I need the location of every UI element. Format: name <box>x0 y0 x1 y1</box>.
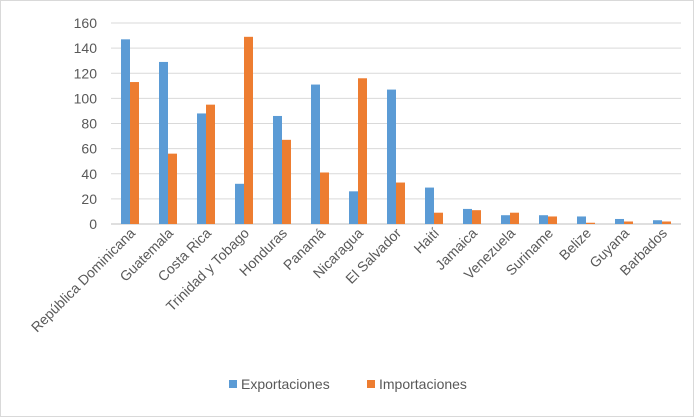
bar-exportaciones-1 <box>159 61 168 224</box>
y-tick-label: 80 <box>81 116 97 132</box>
bars <box>121 36 671 225</box>
bar-importaciones-5 <box>320 172 329 224</box>
bar-importaciones-0 <box>130 82 139 224</box>
bar-importaciones-3 <box>244 36 253 224</box>
bar-importaciones-9 <box>472 210 481 224</box>
bar-importaciones-12 <box>586 222 595 224</box>
legend-swatch-importaciones <box>367 380 375 388</box>
bar-exportaciones-8 <box>425 187 434 224</box>
bar-importaciones-10 <box>510 212 519 224</box>
bar-exportaciones-3 <box>235 183 244 224</box>
bar-exportaciones-4 <box>273 115 282 224</box>
bar-exportaciones-5 <box>311 84 320 225</box>
bar-exportaciones-2 <box>197 113 206 224</box>
bar-importaciones-1 <box>168 153 177 224</box>
bar-exportaciones-12 <box>577 216 586 224</box>
bar-exportaciones-9 <box>463 208 472 224</box>
y-tick-label: 120 <box>74 65 98 81</box>
bar-exportaciones-11 <box>539 215 548 224</box>
bar-importaciones-6 <box>358 78 367 225</box>
y-tick-label: 160 <box>74 15 98 31</box>
y-tick-label: 60 <box>81 141 97 157</box>
bar-exportaciones-10 <box>501 215 510 224</box>
legend: Exportaciones Importaciones <box>229 376 467 392</box>
y-tick-label: 140 <box>74 40 98 56</box>
bar-exportaciones-13 <box>615 218 624 224</box>
legend-label-importaciones: Importaciones <box>379 376 467 392</box>
y-tick-label: 20 <box>81 191 97 207</box>
bar-importaciones-4 <box>282 139 291 224</box>
y-tick-label: 40 <box>81 166 97 182</box>
y-tick-labels: 0 20 40 60 80 100 120 140 160 <box>74 15 98 232</box>
legend-swatch-exportaciones <box>229 380 237 388</box>
y-tick-label: 100 <box>74 90 98 106</box>
bar-importaciones-7 <box>396 182 405 224</box>
bar-importaciones-8 <box>434 212 443 224</box>
bar-importaciones-11 <box>548 216 557 224</box>
bar-importaciones-2 <box>206 104 215 224</box>
x-tick-label: Haití <box>410 225 442 257</box>
bar-exportaciones-7 <box>387 89 396 224</box>
legend-label-exportaciones: Exportaciones <box>241 376 330 392</box>
bar-importaciones-14 <box>662 221 671 224</box>
y-tick-label: 0 <box>89 216 97 232</box>
bar-exportaciones-0 <box>121 39 130 224</box>
bar-importaciones-13 <box>624 221 633 224</box>
bar-exportaciones-14 <box>653 220 662 224</box>
bar-exportaciones-6 <box>349 191 358 224</box>
